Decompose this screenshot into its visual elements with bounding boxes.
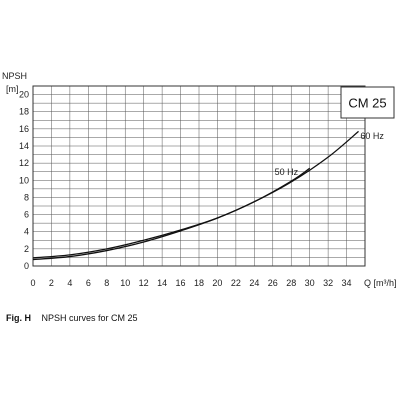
y-axis-unit: [m] [6,84,19,94]
model-badge: CM 25 [340,86,395,119]
y-tick-label: 10 [19,175,29,185]
y-tick-label: 4 [24,227,29,237]
y-tick-label: 8 [24,192,29,202]
x-tick-label: 20 [212,278,222,288]
series-line-60hz [32,130,359,259]
series-label-60hz: 60 Hz [360,131,384,141]
x-tick-label: 10 [120,278,130,288]
y-tick-label: 12 [19,158,29,168]
x-tick-label: 16 [176,278,186,288]
x-tick-label: 14 [157,278,167,288]
x-tick-label: 4 [67,278,72,288]
x-tick-label: 34 [342,278,352,288]
y-tick-label: 2 [24,244,29,254]
figure-caption: Fig. H NPSH curves for CM 25 [6,313,138,323]
series-lines [32,130,359,261]
x-tick-label: 12 [139,278,149,288]
figure-label: Fig. H [6,313,31,323]
series-label-50hz: 50 Hz [275,167,299,177]
y-axis-title: NPSH [2,71,27,81]
x-tick-label: 30 [305,278,315,288]
y-tick-label: 20 [19,90,29,100]
grid [32,85,366,267]
model-badge-label: CM 25 [348,96,386,111]
x-tick-label: 2 [49,278,54,288]
y-tick-label: 0 [24,261,29,271]
plot-frame [32,85,366,267]
series-line-50hz [32,167,311,261]
x-tick-label: 18 [194,278,204,288]
model-badge-box [340,86,395,119]
x-tick-label: 22 [231,278,241,288]
y-tick-label: 14 [19,141,29,151]
y-tick-label: 6 [24,210,29,220]
y-tick-label: 16 [19,124,29,134]
figure-caption-text: NPSH curves for CM 25 [41,313,138,323]
x-tick-label: 0 [30,278,35,288]
x-axis-title: Q [m³/h] [364,278,397,288]
x-tick-label: 8 [104,278,109,288]
x-tick-label: 28 [286,278,296,288]
x-tick-label: 26 [268,278,278,288]
x-tick-label: 6 [86,278,91,288]
y-tick-label: 18 [19,107,29,117]
x-tick-label: 32 [323,278,333,288]
x-tick-label: 24 [249,278,259,288]
